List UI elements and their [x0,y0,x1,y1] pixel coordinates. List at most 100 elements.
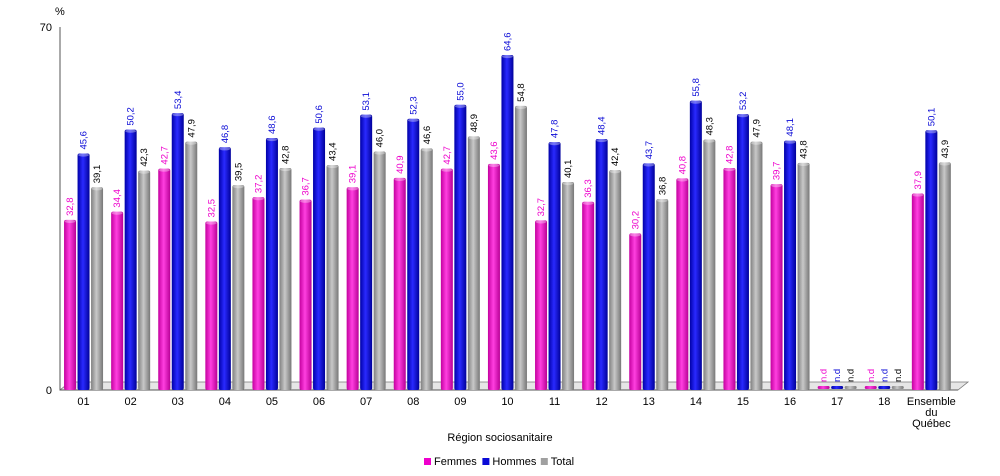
value-label-femmes-9: 43,6 [489,141,500,160]
legend-swatch-hommes [482,458,490,465]
value-label-total-7: 46,6 [422,126,433,145]
value-label-hommes-1: 50,2 [126,107,137,126]
bar-cap-femmes-11 [582,201,594,205]
value-label-total-8: 48,9 [469,114,480,133]
bar-cap-femmes-7 [394,177,406,182]
bar-hommes-13 [689,100,702,390]
bar-cap-femmes-13 [676,178,688,182]
bar-total-4 [279,168,292,390]
bar-cap-total-13 [703,139,715,143]
bar-cap-total-7 [421,148,433,152]
bar-cap-hommes-3 [219,147,231,151]
bar-cap-hommes-15 [784,140,796,144]
bar-cap-hommes-14 [737,114,749,118]
bar-cap-hommes-13 [690,100,702,104]
x-tick-label-11: 12 [596,396,608,408]
x-tick-label-13: 14 [690,396,702,408]
value-label-total-12: 36,8 [657,177,668,196]
bar-cap-femmes-10 [535,220,547,224]
bar-cap-femmes-14 [723,167,735,172]
bar-cap-hommes-7 [407,118,419,122]
bar-cap-hommes-9 [501,54,513,59]
bar-cap-femmes-12 [629,233,641,237]
value-label-total-1: 42,3 [139,148,150,167]
bar-cap-hommes-12 [643,163,655,167]
value-label-total-2: 47,9 [186,119,197,138]
value-label-femmes-12: 30,2 [630,211,641,230]
bar-hommes-12 [642,163,655,390]
bar-cap-total-18 [939,162,951,166]
bar-femmes-12 [629,233,642,390]
bar-femmes-11 [582,201,595,390]
value-label-femmes-3: 32,5 [206,199,217,218]
value-label-femmes-18: 37,9 [913,171,924,190]
x-tick-label-12: 13 [643,396,655,408]
bar-femmes-1 [111,211,124,390]
bar-total-15 [797,162,810,390]
value-label-hommes-2: 53,4 [173,91,184,110]
legend-swatch-femmes [424,458,431,465]
bar-cap-femmes-5 [300,199,312,203]
x-tick-label-5: 06 [313,396,325,408]
bar-hommes-1 [124,129,137,391]
bar-cap-hommes-5 [313,127,325,131]
value-label-hommes-14: 53,2 [738,92,749,111]
bar-cap-total-3 [232,185,244,189]
bar-cap-hommes-2 [172,112,184,117]
value-label-hommes-8: 55,0 [455,82,466,101]
bar-femmes-0 [64,219,77,390]
value-label-total-16: n.d [846,369,857,382]
x-tick-label-7: 08 [407,396,419,408]
bar-cap-hommes-11 [596,138,608,143]
y-axis-title: % [55,6,65,18]
legend-label-hommes: Hommes [492,456,537,468]
bar-femmes-14 [723,168,736,390]
bar-hommes-6 [360,114,373,390]
bar-femmes-7 [393,177,406,390]
value-label-hommes-16: n.d [832,369,843,382]
bar-cap-total-2 [185,141,197,145]
bar-hommes-17 [878,386,891,389]
bar-hommes-18 [925,130,938,390]
value-label-femmes-10: 32,7 [536,198,547,217]
value-label-femmes-0: 32,8 [65,197,76,216]
bar-cap-femmes-2 [158,168,170,172]
value-label-femmes-6: 39,1 [348,165,359,184]
value-label-total-15: 43,8 [799,140,810,159]
value-label-hommes-5: 50,6 [314,105,325,124]
bar-hommes-10 [548,142,561,390]
bar-cap-hommes-18 [925,130,937,134]
bar-hommes-11 [595,139,608,390]
bar-cap-total-9 [515,105,527,109]
value-label-femmes-15: 39,7 [772,162,783,181]
bar-total-3 [232,185,245,390]
bar-cap-total-1 [138,170,150,174]
value-label-hommes-18: 50,1 [926,108,937,127]
value-label-femmes-11: 36,3 [583,179,594,198]
bar-total-0 [91,187,104,390]
x-tick-label-0: 01 [77,396,89,408]
legend-swatch-total [540,458,548,465]
value-label-femmes-14: 42,8 [724,146,735,165]
bar-total-11 [609,170,622,390]
value-label-femmes-5: 36,7 [301,177,312,196]
bar-total-2 [185,141,198,390]
bar-femmes-6 [346,187,359,390]
value-label-hommes-7: 52,3 [408,96,419,115]
bar-cap-hommes-10 [549,142,561,146]
bar-femmes-16 [817,386,830,389]
bar-cap-total-11 [609,170,621,174]
value-label-femmes-8: 42,7 [442,146,453,165]
legend: Femmes Hommes Total [424,456,574,468]
bar-cap-total-8 [468,136,480,140]
legend-label-femmes: Femmes [434,456,477,468]
value-label-total-4: 42,8 [280,146,291,165]
value-label-hommes-12: 43,7 [644,141,655,160]
bar-cap-total-15 [798,162,810,166]
bar-total-18 [938,162,951,390]
value-label-total-10: 40,1 [563,160,574,179]
bar-femmes-5 [299,199,312,390]
bar-hommes-2 [171,113,184,390]
bar-femmes-3 [205,221,218,390]
